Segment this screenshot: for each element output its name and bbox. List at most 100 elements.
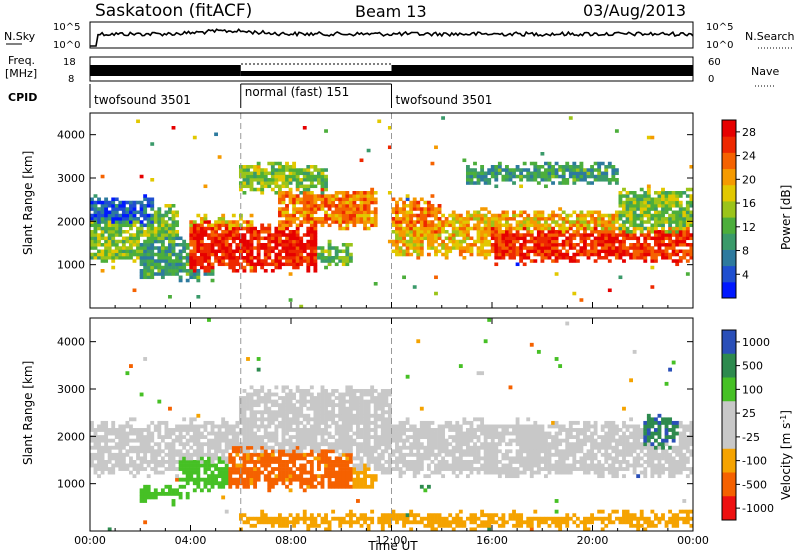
heatmap-cell bbox=[373, 449, 378, 454]
heatmap-cell bbox=[320, 442, 325, 447]
heatmap-cell bbox=[292, 442, 297, 447]
heatmap-cell bbox=[295, 513, 300, 518]
heatmap-cell bbox=[185, 477, 190, 482]
heatmap-cell bbox=[494, 165, 499, 169]
heatmap-cell bbox=[497, 161, 502, 166]
heatmap-cell bbox=[416, 252, 421, 257]
heatmap-cell bbox=[465, 220, 470, 224]
heatmap-cell bbox=[480, 230, 485, 234]
heatmap-cell bbox=[618, 239, 623, 244]
heatmap-cell bbox=[402, 513, 406, 518]
heatmap-cell bbox=[160, 460, 165, 464]
heatmap-cell bbox=[437, 449, 442, 454]
heatmap-cell bbox=[572, 230, 577, 234]
heatmap-cell bbox=[473, 435, 477, 439]
power-colorbar-label: Power [dB] bbox=[779, 185, 793, 250]
heatmap-cell bbox=[160, 246, 165, 250]
heatmap-cell bbox=[249, 262, 254, 267]
heatmap-cell bbox=[320, 220, 325, 224]
heatmap-cell bbox=[526, 252, 531, 257]
heatmap-cell bbox=[217, 442, 222, 447]
heatmap-cell bbox=[512, 210, 516, 215]
heatmap-cell bbox=[636, 236, 641, 241]
heatmap-cell bbox=[625, 233, 630, 237]
heatmap-cell bbox=[196, 424, 201, 429]
heatmap-cell bbox=[622, 213, 626, 218]
heatmap-cell bbox=[622, 194, 626, 198]
heatmap-cell bbox=[217, 246, 222, 250]
heatmap-cell bbox=[270, 269, 275, 273]
heatmap-cell bbox=[643, 249, 648, 254]
heatmap-cell bbox=[288, 424, 293, 429]
heatmap-cell bbox=[210, 246, 215, 250]
heatmap-cell bbox=[263, 435, 268, 439]
heatmap-cell bbox=[533, 217, 538, 221]
heatmap-cell bbox=[356, 435, 360, 439]
heatmap-cell bbox=[210, 481, 215, 486]
heatmap-cell bbox=[100, 230, 105, 234]
heatmap-cell bbox=[153, 210, 158, 215]
heatmap-cell bbox=[104, 236, 109, 241]
heatmap-cell bbox=[292, 252, 297, 257]
heatmap-cell bbox=[100, 420, 105, 425]
heatmap-cell bbox=[366, 463, 371, 468]
heatmap-cell bbox=[568, 226, 573, 231]
colorbar-tick-label: 16 bbox=[742, 197, 756, 210]
heatmap-cell bbox=[320, 410, 325, 415]
heatmap-cell bbox=[299, 252, 304, 257]
heatmap-cell bbox=[309, 417, 314, 422]
heatmap-cell bbox=[235, 442, 240, 447]
heatmap-cell bbox=[579, 174, 584, 179]
heatmap-cell bbox=[604, 236, 609, 241]
heatmap-cell bbox=[398, 456, 403, 461]
heatmap-cell bbox=[235, 481, 240, 486]
heatmap-cell bbox=[143, 275, 148, 280]
heatmap-cell bbox=[352, 520, 357, 525]
heatmap-cell bbox=[309, 217, 314, 221]
heatmap-cell bbox=[118, 204, 123, 208]
heatmap-cell bbox=[129, 220, 133, 224]
heatmap-cell bbox=[473, 226, 477, 231]
heatmap-cell bbox=[150, 142, 155, 146]
heatmap-cell bbox=[224, 246, 229, 250]
heatmap-cell bbox=[199, 265, 204, 270]
heatmap-cell bbox=[416, 467, 421, 471]
heatmap-cell bbox=[313, 204, 318, 208]
heatmap-cell bbox=[93, 236, 98, 241]
heatmap-cell bbox=[100, 243, 105, 247]
heatmap-cell bbox=[288, 194, 293, 198]
heatmap-cell bbox=[653, 239, 658, 244]
heatmap-cell bbox=[547, 161, 552, 166]
heatmap-cell bbox=[395, 236, 399, 241]
heatmap-cell bbox=[653, 256, 658, 260]
heatmap-cell bbox=[242, 178, 247, 182]
heatmap-cell bbox=[143, 467, 148, 471]
heatmap-cell bbox=[480, 509, 485, 514]
heatmap-cell bbox=[171, 252, 176, 257]
heatmap-cell bbox=[136, 200, 140, 205]
heatmap-cell bbox=[384, 399, 389, 404]
heatmap-cell bbox=[426, 252, 431, 257]
heatmap-cell bbox=[462, 460, 467, 464]
heatmap-cell bbox=[136, 246, 140, 250]
heatmap-cell bbox=[618, 275, 623, 280]
heatmap-cell bbox=[551, 165, 555, 169]
heatmap-cell bbox=[93, 435, 98, 439]
heatmap-cell bbox=[618, 213, 623, 218]
heatmap-cell bbox=[682, 191, 687, 195]
heatmap-cell bbox=[607, 161, 612, 166]
heatmap-cell bbox=[189, 269, 194, 273]
heatmap-cell bbox=[561, 226, 566, 231]
heatmap-cell bbox=[136, 431, 140, 436]
heatmap-cell bbox=[231, 259, 236, 263]
heatmap-cell bbox=[380, 410, 385, 415]
heatmap-cell bbox=[143, 428, 148, 432]
heatmap-cell bbox=[246, 445, 250, 450]
heatmap-cell bbox=[150, 449, 155, 454]
heatmap-cell bbox=[157, 220, 162, 224]
heatmap-cell bbox=[210, 456, 215, 461]
heatmap-cell bbox=[483, 226, 488, 231]
heatmap-cell bbox=[604, 171, 609, 176]
heatmap-cell bbox=[196, 249, 201, 254]
heatmap-cell bbox=[189, 272, 194, 276]
